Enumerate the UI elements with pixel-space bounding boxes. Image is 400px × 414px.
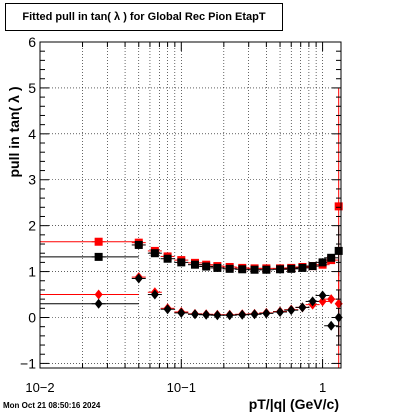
- diamond-marker: [318, 290, 327, 301]
- diamond-marker: [94, 289, 103, 300]
- square-marker: [225, 264, 234, 273]
- diamond-marker: [262, 308, 271, 319]
- diamond-marker: [150, 289, 159, 300]
- grid-lines: [39, 41, 341, 368]
- square-marker: [94, 237, 103, 246]
- square-marker: [177, 258, 186, 267]
- square-marker: [327, 253, 336, 262]
- y-tick-label: 4: [28, 126, 36, 142]
- y-tick-label: −1: [20, 355, 36, 371]
- diamond-marker: [327, 294, 336, 305]
- diamond-marker: [327, 320, 336, 331]
- diamond-marker: [202, 309, 211, 320]
- diamond-marker: [318, 296, 327, 307]
- square-marker: [190, 260, 199, 269]
- diamond-marker: [276, 306, 285, 317]
- y-tick-label: 1: [28, 264, 36, 280]
- square-marker: [150, 249, 159, 258]
- error-bars: [40, 87, 340, 368]
- x-tick-label: 10−1: [167, 380, 196, 395]
- x-tick-label: 1: [319, 380, 326, 395]
- square-marker: [287, 264, 296, 273]
- y-axis-label: pull in tan( λ ): [6, 87, 22, 178]
- diamond-marker: [163, 304, 172, 315]
- diamond-marker: [190, 309, 199, 320]
- square-marker: [334, 202, 343, 211]
- square-marker: [250, 265, 259, 274]
- square-marker: [94, 252, 103, 261]
- y-tick-label: 5: [28, 80, 36, 96]
- diamond-marker: [308, 296, 317, 307]
- plot-frame: [39, 41, 342, 369]
- square-marker: [134, 240, 143, 249]
- square-marker: [163, 254, 172, 263]
- square-marker: [262, 265, 271, 274]
- square-marker: [238, 265, 247, 274]
- diamond-marker: [250, 309, 259, 320]
- y-tick-label: 3: [28, 172, 36, 188]
- square-marker: [334, 246, 343, 255]
- square-marker: [308, 262, 317, 271]
- diamond-marker: [94, 298, 103, 309]
- x-axis-label: pT/|q| (GeV/c): [249, 396, 339, 412]
- diamond-marker: [134, 273, 143, 284]
- diamond-marker: [298, 302, 307, 313]
- timestamp: Mon Oct 21 08:50:16 2024: [3, 401, 101, 410]
- diamond-marker: [238, 309, 247, 320]
- square-marker: [213, 263, 222, 272]
- x-tick-label: 10−2: [25, 380, 54, 395]
- diamond-marker: [287, 305, 296, 316]
- diamond-marker: [177, 307, 186, 318]
- data-markers: [94, 202, 343, 331]
- square-marker: [318, 258, 327, 267]
- y-tick-label: 6: [28, 34, 36, 50]
- square-marker: [298, 263, 307, 272]
- plot-title: Fitted pull in tan( λ ) for Global Rec P…: [5, 3, 283, 31]
- square-marker: [202, 262, 211, 271]
- axis-ticks: [39, 41, 341, 368]
- tick-labels: 10−2 10−1 1 −1 0 1 2 3 4 5 6: [20, 34, 326, 395]
- diamond-marker: [225, 310, 234, 321]
- y-tick-label: 2: [28, 218, 36, 234]
- square-marker: [276, 265, 285, 274]
- diamond-marker: [213, 310, 222, 321]
- y-tick-label: 0: [28, 309, 36, 325]
